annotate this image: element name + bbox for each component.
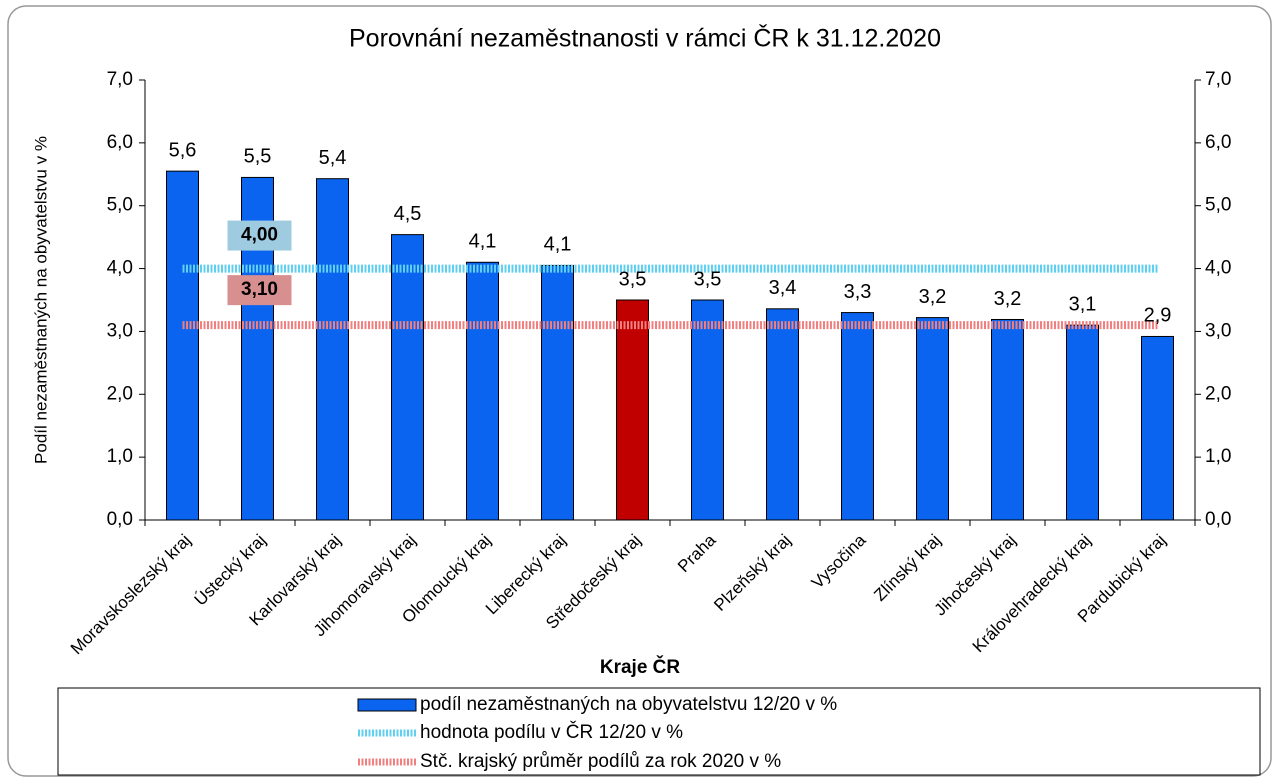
- bar: [1141, 335, 1174, 521]
- legend-marker: [357, 698, 417, 712]
- y-tick-label: 4,0: [107, 258, 133, 279]
- y2-tick-label: 3,0: [1205, 320, 1231, 341]
- value-label: 4,5: [394, 203, 422, 225]
- value-label: 2,9: [1144, 305, 1172, 327]
- value-label: 3,4: [769, 277, 797, 299]
- y-tick-label: 1,0: [107, 446, 133, 467]
- bar: [991, 318, 1024, 521]
- value-label: 5,6: [169, 139, 197, 161]
- value-label: 3,2: [994, 288, 1022, 310]
- reference-label: 3,10: [241, 279, 278, 300]
- y-tick-label: 5,0: [107, 195, 133, 216]
- y-tick-label: 2,0: [107, 383, 133, 404]
- y-tick-label: 7,0: [107, 69, 133, 90]
- bar: [316, 178, 349, 521]
- value-label: 5,4: [319, 147, 347, 169]
- bar: [841, 312, 874, 521]
- legend-label: hodnota podílu v ČR 12/20 v %: [420, 721, 683, 743]
- bar: [766, 308, 799, 521]
- y2-tick-label: 7,0: [1205, 69, 1231, 90]
- reference-label-box: [227, 220, 292, 251]
- value-label: 4,1: [469, 231, 497, 253]
- x-axis-label: Kraje ČR: [600, 656, 681, 678]
- y-axis-label: Podíl nezaměstnaných na obyvatelstvu v %: [31, 136, 50, 464]
- value-label: 3,5: [694, 268, 722, 290]
- value-label: 3,2: [919, 286, 947, 308]
- y2-tick-label: 0,0: [1205, 509, 1231, 530]
- reference-label: 4,00: [241, 225, 278, 246]
- bar: [1066, 324, 1099, 521]
- y2-tick-label: 1,0: [1205, 446, 1231, 467]
- legend-label: podíl nezaměstnaných na obyvatelstvu 12/…: [420, 694, 837, 715]
- y-tick-label: 6,0: [107, 132, 133, 153]
- bar: [166, 170, 199, 521]
- chart-title: Porovnání nezaměstnanosti v rámci ČR k 3…: [349, 24, 941, 53]
- bar: [541, 264, 574, 521]
- value-label: 5,5: [244, 146, 272, 168]
- value-label: 4,1: [544, 234, 572, 256]
- y-tick-label: 3,0: [107, 320, 133, 341]
- bar: [916, 317, 949, 521]
- y2-tick-label: 6,0: [1205, 132, 1231, 153]
- legend-box: [57, 687, 1261, 776]
- y-tick-label: 0,0: [107, 509, 133, 530]
- value-label: 3,1: [1069, 293, 1097, 315]
- value-label: 3,3: [844, 281, 872, 303]
- y2-tick-label: 5,0: [1205, 195, 1231, 216]
- bar: [691, 299, 724, 521]
- y2-tick-label: 2,0: [1205, 383, 1231, 404]
- y2-tick-label: 4,0: [1205, 258, 1231, 279]
- value-label: 3,5: [619, 268, 647, 290]
- bar: [391, 234, 424, 521]
- reference-label-box: [227, 275, 292, 306]
- bar: [466, 261, 499, 521]
- bar: [616, 299, 649, 521]
- legend-label: Stč. krajský průměr podílů za rok 2020 v…: [420, 751, 781, 772]
